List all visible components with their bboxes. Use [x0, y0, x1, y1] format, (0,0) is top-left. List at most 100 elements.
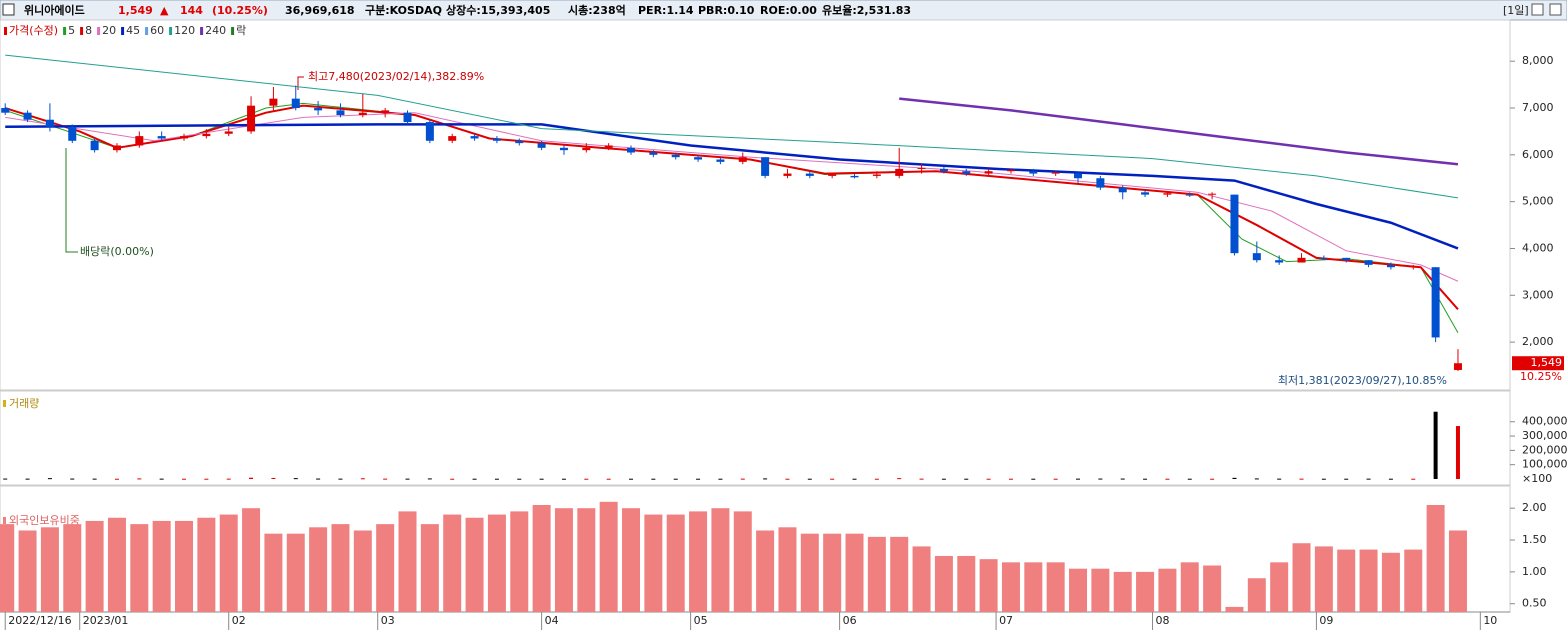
- candle-body: [1208, 193, 1217, 195]
- foreign-bar: [175, 520, 194, 612]
- candle-body: [716, 159, 725, 162]
- volume-bar: [1008, 478, 1013, 480]
- volume-bar: [383, 478, 388, 480]
- candle-body: [738, 157, 747, 162]
- window-button[interactable]: [1531, 3, 1544, 16]
- candle-body: [671, 154, 680, 158]
- foreign-bar: [264, 533, 283, 612]
- candle-body: [537, 143, 546, 148]
- candle-body: [1096, 178, 1105, 188]
- volume-bar: [584, 478, 589, 480]
- volume-bar: [1053, 478, 1058, 480]
- foreign-bar: [957, 555, 976, 612]
- foreign-title: 외국인보유비중: [9, 514, 80, 527]
- x-tick-label: 10: [1483, 614, 1497, 627]
- foreign-bar: [1046, 562, 1065, 612]
- volume-bar: [271, 477, 276, 479]
- legend-item: 5: [68, 24, 75, 37]
- foreign-bar: [890, 536, 909, 612]
- volume-bar: [852, 478, 857, 480]
- checkbox[interactable]: [2, 3, 15, 16]
- header-item: 위니아에이드: [24, 3, 85, 17]
- volume-bar: [539, 478, 544, 480]
- volume-bar: [1366, 478, 1371, 480]
- close-button[interactable]: [1549, 3, 1562, 16]
- candle-body: [962, 171, 971, 174]
- foreign-bar: [1426, 505, 1445, 612]
- volume-unit: ×100: [1522, 472, 1552, 485]
- candle-body: [224, 131, 233, 134]
- volume-bar: [293, 478, 298, 480]
- foreign-bar: [1180, 562, 1199, 612]
- legend-item: 240: [205, 24, 226, 37]
- y-tick-label: 2.00: [1522, 501, 1547, 514]
- legend-marker: [145, 27, 149, 35]
- volume-bar: [3, 478, 8, 480]
- candle-body: [939, 168, 948, 172]
- foreign-bar: [331, 524, 350, 612]
- candle-body: [761, 157, 770, 176]
- foreign-bar: [1448, 530, 1467, 612]
- moving-average: [5, 54, 1459, 199]
- volume-bar: [651, 478, 656, 480]
- candle-body: [291, 98, 300, 109]
- volume-bar: [1187, 478, 1192, 480]
- period-label[interactable]: [1일]: [1503, 3, 1529, 17]
- legend-marker: [200, 27, 204, 35]
- low-annotation: 최저1,381(2023/09/27),10.85%: [1278, 374, 1447, 387]
- y-tick-label: 2,000: [1522, 335, 1554, 348]
- volume-bar: [472, 478, 477, 480]
- volume-legend-marker: [3, 400, 6, 407]
- candle-body: [1275, 260, 1284, 263]
- volume-bar: [249, 477, 254, 479]
- foreign-bar: [130, 524, 149, 612]
- legend-item: 45: [126, 24, 140, 37]
- legend-item: 20: [102, 24, 116, 37]
- price-panel: [0, 19, 1511, 391]
- foreign-bar: [1270, 562, 1289, 612]
- legend-marker: [63, 27, 67, 35]
- volume-title: 거래량: [9, 397, 39, 410]
- candle-body: [1409, 266, 1418, 268]
- foreign-bar: [286, 533, 305, 612]
- header-item: 144: [180, 4, 203, 17]
- candle-body: [872, 174, 881, 176]
- candle-body: [448, 136, 457, 141]
- legend-item: 60: [150, 24, 164, 37]
- candle-body: [23, 112, 32, 120]
- foreign-bar: [554, 508, 573, 612]
- price-tag-change: 10.25%: [1520, 370, 1562, 383]
- header-item: 36,969,618: [285, 4, 355, 17]
- volume-bar: [986, 478, 991, 480]
- candle-body: [917, 167, 926, 169]
- volume-bar: [360, 478, 365, 480]
- foreign-bar: [219, 514, 238, 612]
- moving-average: [899, 97, 1459, 166]
- candle-body: [90, 140, 99, 151]
- volume-bar: [740, 478, 745, 480]
- candle-body: [515, 140, 524, 144]
- high-annotation: 최고7,480(2023/02/14),382.89%: [308, 70, 484, 83]
- foreign-bar: [107, 517, 126, 612]
- legend-marker: [231, 27, 235, 35]
- header-item: ROE:0.00: [760, 4, 817, 17]
- volume-bar: [606, 478, 611, 480]
- candle-body: [202, 133, 211, 137]
- volume-bar: [830, 478, 835, 480]
- volume-bar: [941, 478, 946, 480]
- x-tick-label: 03: [381, 614, 395, 627]
- volume-bar: [1165, 478, 1170, 480]
- candle-body: [1141, 192, 1150, 195]
- candle-body: [1319, 257, 1328, 259]
- candle-body: [1051, 172, 1060, 174]
- foreign-bar: [845, 533, 864, 612]
- y-tick-label: 300,000: [1522, 429, 1567, 442]
- y-tick-label: 200,000: [1522, 443, 1567, 456]
- legend-item: 락: [236, 24, 246, 37]
- candle-body: [180, 136, 189, 139]
- foreign-bar: [85, 520, 104, 612]
- volume-bar: [159, 478, 164, 480]
- foreign-bar: [40, 527, 59, 612]
- moving-average: [4, 104, 1459, 311]
- volume-bar: [696, 478, 701, 480]
